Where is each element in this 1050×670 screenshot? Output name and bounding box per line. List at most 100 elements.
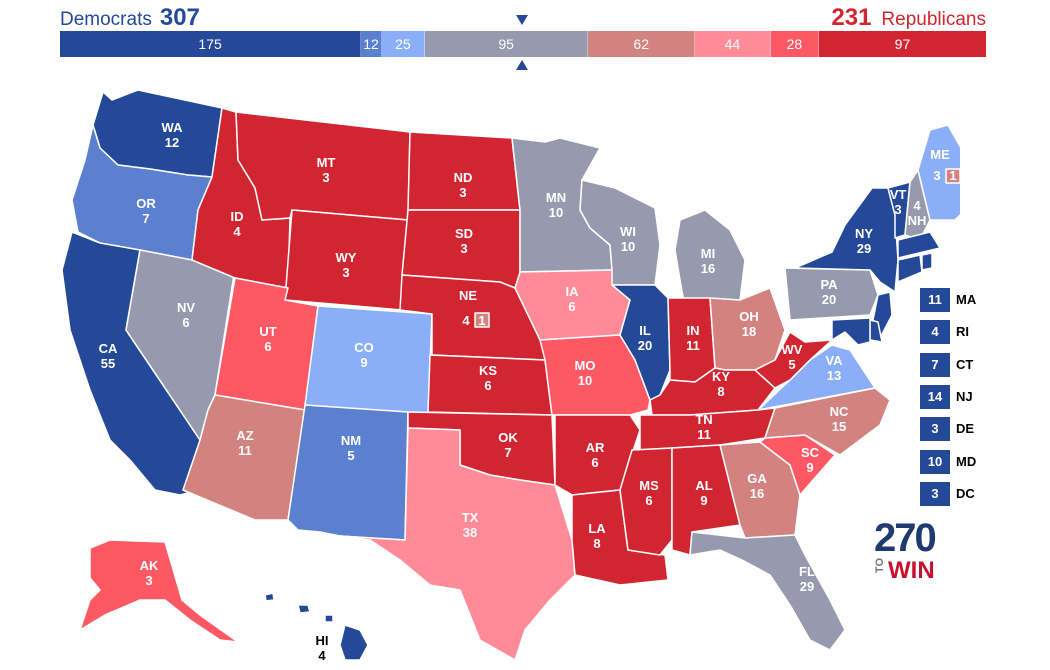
small-state-ev-nj[interactable]: 14 <box>920 384 950 409</box>
270towin-logo: 270 TO WIN <box>874 518 946 584</box>
electoral-vote-bar: 175 12 25 95 62 44 28 97 <box>60 31 986 57</box>
label-wi: WI 10 <box>620 224 636 254</box>
label-va: VA 13 <box>825 353 843 383</box>
label-hi: HI 4 <box>316 633 329 663</box>
state-abbr: FL <box>799 564 815 579</box>
label-tx: TX 38 <box>462 510 479 540</box>
state-ev: 16 <box>750 486 764 501</box>
state-ev: 16 <box>701 261 715 276</box>
270-marker-bottom-icon <box>516 60 528 70</box>
state-me[interactable] <box>917 124 960 221</box>
small-state-ev-dc[interactable]: 3 <box>920 481 950 506</box>
label-ne: NE 4 <box>459 288 477 328</box>
state-abbr: AR <box>586 440 605 455</box>
state-abbr: OH <box>739 309 759 324</box>
state-ev: 13 <box>827 368 841 383</box>
bar-segment-lean-dem: 25 <box>381 31 425 57</box>
state-tx[interactable] <box>339 427 576 661</box>
state-abbr: PA <box>820 277 838 292</box>
state-nm[interactable] <box>287 404 409 541</box>
republicans-votes: 231 <box>831 4 872 31</box>
small-state-name-ct: CT <box>956 356 974 372</box>
label-mt: MT 3 <box>317 155 336 185</box>
state-ak[interactable] <box>79 539 239 643</box>
state-md[interactable] <box>831 317 871 346</box>
small-state-name-md: MD <box>956 453 977 469</box>
state-abbr: MT <box>317 155 336 170</box>
label-nd: ND 3 <box>454 170 473 200</box>
bar-segment-likely-rep: 44 <box>695 31 771 57</box>
state-hi[interactable] <box>264 592 369 661</box>
label-vt: VT 3 <box>890 187 907 217</box>
state-abbr: IN <box>687 323 700 338</box>
small-state-ev-ri[interactable]: 4 <box>920 320 950 345</box>
state-ev: 5 <box>347 448 354 463</box>
state-abbr: GA <box>747 471 767 486</box>
small-state-ev-ma[interactable]: 11 <box>920 288 950 312</box>
state-nc[interactable] <box>764 387 891 456</box>
state-abbr: TN <box>695 412 712 427</box>
state-nh[interactable] <box>904 169 931 241</box>
state-abbr: WY <box>336 250 357 265</box>
state-ri[interactable] <box>921 252 933 271</box>
label-in: IN 11 <box>686 323 700 353</box>
label-nc: NC 15 <box>830 404 849 434</box>
small-state-name-nj: NJ <box>956 388 973 404</box>
state-ev: 4 <box>318 648 326 663</box>
small-state-ev-de[interactable]: 3 <box>920 417 950 442</box>
state-ev: 7 <box>504 445 511 460</box>
state-ev: 3 <box>894 202 901 217</box>
state-ev: 9 <box>360 355 367 370</box>
state-abbr: NC <box>830 404 849 419</box>
state-ev: 10 <box>621 239 635 254</box>
state-ct[interactable] <box>897 254 923 283</box>
logo-number: 270 <box>874 516 937 560</box>
label-sc: SC 9 <box>801 445 820 475</box>
state-ma[interactable] <box>897 231 941 259</box>
state-ev: 11 <box>238 443 252 458</box>
me-district-box[interactable] <box>945 168 960 184</box>
state-abbr: IA <box>566 284 580 299</box>
state-abbr: MN <box>546 190 566 205</box>
state-ky[interactable] <box>649 367 776 416</box>
state-abbr: KS <box>479 363 497 378</box>
state-ev: 3 <box>322 170 329 185</box>
logo-to: TO <box>874 558 886 574</box>
label-sd: SD 3 <box>455 226 473 256</box>
democrats-total: Democrats 307 <box>60 4 200 34</box>
state-abbr: AL <box>695 478 712 493</box>
state-ev: 8 <box>593 536 600 551</box>
state-ev: 4 <box>233 224 241 239</box>
state-ev: 5 <box>788 357 795 372</box>
state-abbr: OK <box>498 430 518 445</box>
state-abbr: AK <box>140 558 159 573</box>
state-ev: 6 <box>591 455 598 470</box>
state-ev: 9 <box>806 460 813 475</box>
state-abbr: LA <box>588 521 606 536</box>
ne-district-box[interactable] <box>474 312 490 328</box>
state-ev: 29 <box>857 241 871 256</box>
state-vt[interactable] <box>887 181 911 239</box>
state-abbr: NE <box>459 288 477 303</box>
label-ga: GA 16 <box>747 471 767 501</box>
label-nm: NM 5 <box>341 433 361 463</box>
state-abbr: NH <box>908 213 927 228</box>
state-co[interactable] <box>304 305 433 416</box>
state-abbr: KY <box>712 369 730 384</box>
state-abbr: MS <box>639 478 659 493</box>
small-state-name-ma: MA <box>956 292 977 307</box>
small-state-ev-ct[interactable]: 7 <box>920 352 950 377</box>
small-state-ev-md[interactable]: 10 <box>920 449 950 474</box>
label-wv: WV 5 <box>782 342 803 372</box>
state-ev: 10 <box>578 373 592 388</box>
label-co: CO 9 <box>354 340 374 370</box>
state-ev: 8 <box>717 384 724 399</box>
state-fl[interactable] <box>689 531 846 651</box>
label-mo: MO 10 <box>575 358 596 388</box>
state-abbr: NM <box>341 433 361 448</box>
small-state-name-de: DE <box>956 421 975 437</box>
label-pa: PA 20 <box>820 277 838 307</box>
state-abbr: SD <box>455 226 473 241</box>
label-fl: FL 29 <box>799 564 815 594</box>
label-ky: KY 8 <box>712 369 730 399</box>
